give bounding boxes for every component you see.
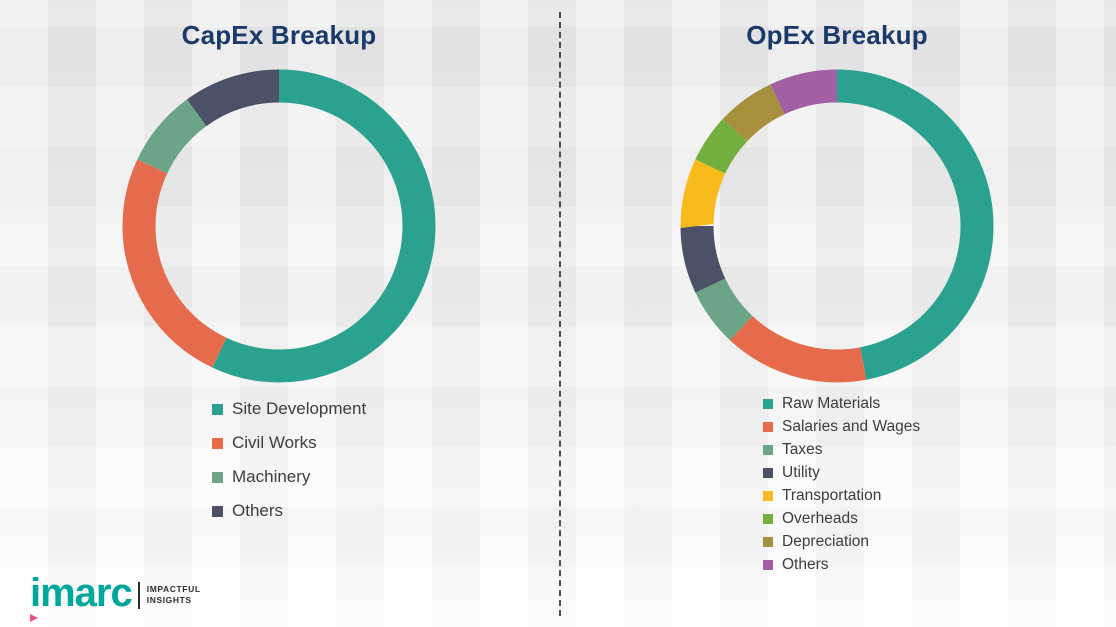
capex-donut-svg	[122, 69, 436, 383]
opex-chart-title: OpEx Breakup	[746, 20, 928, 50]
donut-segment-transportation	[680, 69, 994, 383]
opex-donut-svg	[680, 69, 994, 383]
legend-label-transportation: Transportation	[782, 486, 882, 504]
legend-label-salaries-and-wages: Salaries and Wages	[782, 417, 921, 435]
legend-item-raw-materials: Raw Materials	[763, 392, 920, 415]
legend-item-transportation: Transportation	[763, 484, 920, 507]
legend-label-utility: Utility	[782, 463, 820, 481]
legend-swatch-others	[763, 559, 773, 570]
legend-label-others: Others	[232, 501, 284, 520]
donut-segment-salaries-and-wages	[680, 69, 994, 383]
capex-donut-chart	[119, 66, 439, 386]
legend-swatch-raw-materials	[763, 398, 773, 409]
logo-tagline: IMPACTFUL INSIGHTS	[147, 584, 201, 606]
legend-item-civil-works: Civil Works	[212, 426, 366, 460]
capex-chart-title: CapEx Breakup	[181, 20, 377, 50]
logo-tagline-line1: IMPACTFUL	[146, 583, 201, 594]
legend-label-raw-materials: Raw Materials	[782, 394, 881, 412]
dashed-divider	[559, 12, 561, 616]
legend-item-others: Others	[763, 553, 920, 576]
opex-donut-chart	[677, 66, 997, 386]
legend-label-site-development: Site Development	[232, 399, 367, 418]
legend-swatch-salaries-and-wages	[763, 421, 773, 432]
logo-divider-bar	[137, 581, 140, 609]
donut-segment-others	[680, 69, 994, 383]
legend-item-depreciation: Depreciation	[763, 530, 920, 553]
legend-swatch-others	[212, 505, 223, 517]
legend-swatch-site-development	[212, 403, 223, 415]
legend-label-others: Others	[782, 555, 829, 573]
opex-panel: OpEx Breakup Raw Materials Salaries and W…	[558, 0, 1116, 627]
imarc-logo: imarc IMPACTFUL INSIGHTS	[30, 571, 201, 622]
legend-label-overheads: Overheads	[782, 509, 858, 527]
legend-item-others: Others	[212, 494, 366, 528]
legend-item-utility: Utility	[763, 461, 920, 484]
legend-item-site-development: Site Development	[212, 392, 366, 426]
legend-label-civil-works: Civil Works	[232, 433, 317, 452]
legend-item-taxes: Taxes	[763, 438, 920, 461]
legend-swatch-transportation	[763, 490, 773, 501]
logo-accent-mark	[30, 614, 38, 622]
legend-item-machinery: Machinery	[212, 460, 366, 494]
legend-label-taxes: Taxes	[782, 440, 823, 458]
legend-item-salaries-and-wages: Salaries and Wages	[763, 415, 920, 438]
logo-brand-text: imarc	[30, 571, 133, 615]
capex-panel: CapEx Breakup Site Development Civil Work…	[119, 20, 439, 528]
legend-swatch-machinery	[212, 471, 223, 483]
donut-segment-civil-works	[122, 69, 436, 383]
legend-label-depreciation: Depreciation	[782, 532, 870, 550]
legend-swatch-overheads	[763, 513, 773, 524]
legend-item-overheads: Overheads	[763, 507, 920, 530]
opex-legend: Raw Materials Salaries and Wages Taxes Util…	[763, 392, 920, 576]
donut-segment-others	[122, 69, 436, 383]
legend-swatch-utility	[763, 467, 773, 478]
legend-label-machinery: Machinery	[232, 467, 311, 486]
legend-swatch-depreciation	[763, 536, 773, 547]
legend-swatch-civil-works	[212, 437, 223, 449]
legend-swatch-taxes	[763, 444, 773, 455]
logo-tagline-line2: INSIGHTS	[146, 595, 192, 605]
capex-legend: Site Development Civil Works Machinery Othe…	[212, 392, 366, 528]
